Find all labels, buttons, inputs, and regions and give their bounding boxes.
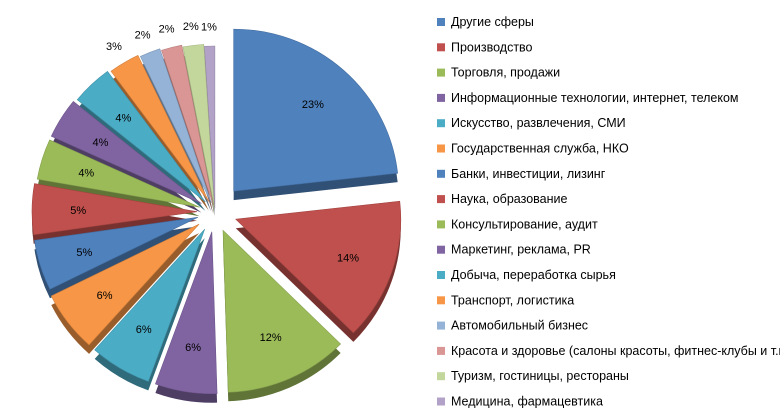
data-label: 2%	[135, 29, 151, 41]
data-label: 6%	[97, 290, 113, 302]
data-label: 23%	[302, 99, 324, 111]
legend-entry: Маркетинг, реклама, PR	[451, 243, 591, 257]
data-label: 6%	[185, 342, 201, 354]
legend-swatch	[437, 195, 445, 204]
legend-entry: Банки, инвестиции, лизинг	[451, 167, 606, 181]
legend-swatch	[437, 144, 445, 153]
pie-data-labels: 23%14%12%6%6%6%5%5%4%4%4%3%2% 2% 2% 1%	[70, 21, 359, 354]
pie-slice	[50, 223, 200, 346]
pie-slice	[31, 183, 198, 236]
pie-slice	[235, 200, 402, 334]
legend-entry: Медицина, фармацевтика	[451, 395, 603, 409]
legend-swatch	[437, 372, 445, 381]
legend-swatch	[437, 93, 445, 102]
legend-swatch	[437, 18, 445, 26]
pie-slice	[204, 45, 216, 209]
data-label: 4%	[115, 112, 131, 124]
legend-swatch	[437, 346, 445, 355]
legend-entry: Торговля, продажи	[451, 66, 560, 80]
data-label: 4%	[93, 137, 109, 149]
legend-entry: Туризм, гостиницы, рестораны	[451, 369, 629, 383]
data-label: 4%	[78, 168, 94, 180]
legend-swatch	[437, 296, 445, 305]
pie-slice	[233, 28, 398, 192]
pie-slice	[155, 231, 218, 394]
pie-slice	[161, 44, 214, 205]
legend-swatch	[437, 43, 445, 52]
pie-slice	[182, 44, 215, 207]
pie-slice	[50, 100, 202, 204]
legend-swatch	[437, 220, 445, 229]
legend: Другие сферы Производство Торговля, продаж…	[437, 15, 780, 409]
data-label: 2%	[183, 21, 199, 33]
data-label: 5%	[76, 247, 92, 259]
data-label: 1%	[201, 22, 217, 34]
legend-swatch	[437, 119, 445, 128]
pie-slice	[34, 217, 198, 290]
legend-entry: Наука, образование	[451, 192, 567, 206]
legend-swatch	[437, 271, 445, 279]
data-label: 2%	[159, 24, 175, 36]
data-label: 12%	[260, 332, 282, 344]
legend-entry: Искусство, развлечения, СМИ	[451, 116, 626, 130]
legend-entry: Красота и здоровье (салоны красоты, фитн…	[451, 344, 780, 358]
legend-entry: Другие сферы	[451, 15, 534, 29]
pie-slice	[110, 55, 210, 202]
legend-entry: Государственная служба, НКО	[451, 142, 629, 156]
pie-slices	[31, 28, 402, 403]
legend-entry: Автомобильный бизнес	[451, 319, 588, 333]
legend-swatch	[437, 169, 445, 178]
legend-swatch	[437, 397, 445, 406]
legend-swatch	[437, 321, 445, 330]
pie-slice	[139, 48, 212, 203]
data-label: 5%	[70, 205, 86, 217]
legend-entry: Консультирование, аудит	[451, 217, 598, 231]
legend-entry: Транспорт, логистика	[451, 293, 574, 307]
legend-swatch	[437, 68, 445, 77]
data-label: 14%	[337, 252, 359, 264]
pie-slice	[222, 229, 342, 393]
pie-slice	[94, 228, 206, 382]
legend-entry: Информационные технологии, интернет, тел…	[451, 91, 739, 105]
legend-swatch	[437, 245, 445, 254]
legend-entry: Производство	[451, 40, 533, 54]
data-label: 6%	[136, 324, 152, 336]
pie-slice	[36, 139, 200, 208]
legend-entry: Добыча, переработка сырья	[451, 268, 616, 282]
pie-slice	[76, 70, 206, 203]
data-label: 3%	[106, 41, 122, 53]
